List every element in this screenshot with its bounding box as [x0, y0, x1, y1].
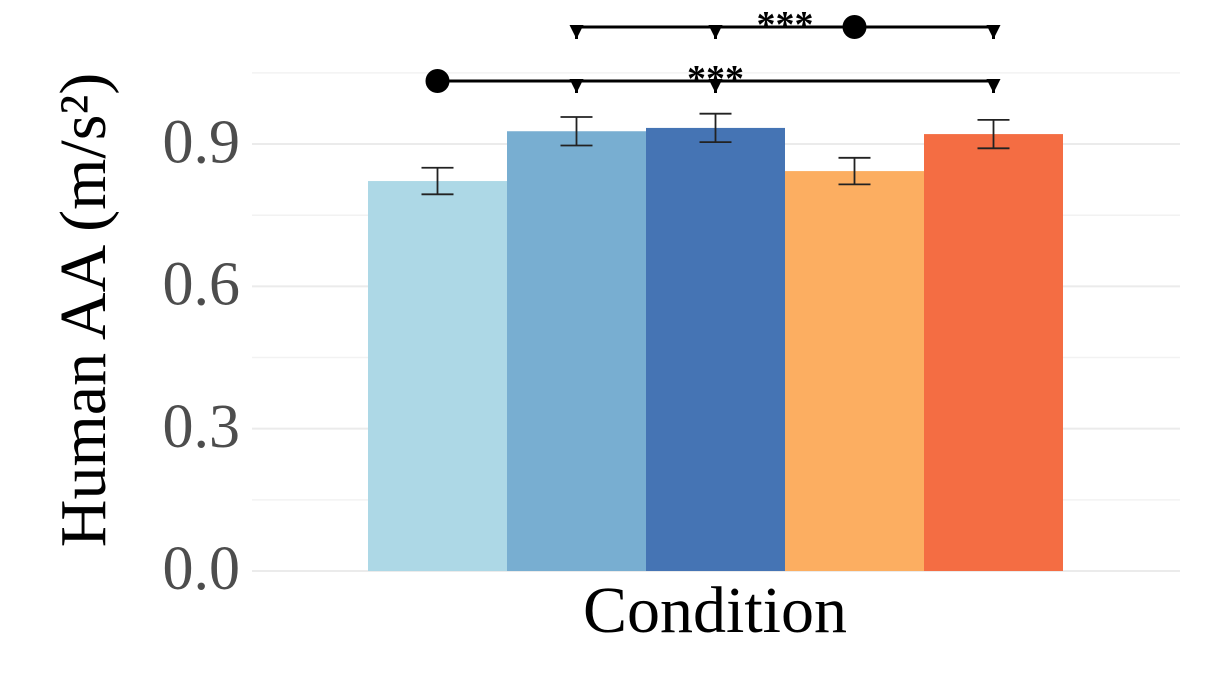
- bar: [368, 181, 507, 571]
- bar: [924, 134, 1063, 572]
- bar: [646, 127, 785, 571]
- y-tick-label: 0.9: [163, 108, 241, 176]
- y-axis-title: Human AA (m/s²): [47, 73, 120, 547]
- bar: [507, 131, 646, 571]
- bar: [785, 171, 924, 571]
- y-tick-label: 0.6: [163, 251, 241, 319]
- significance-label: ***: [757, 4, 814, 46]
- x-axis-title: Condition: [583, 574, 847, 647]
- y-tick-label: 0.0: [163, 535, 241, 603]
- bracket-origin: [842, 15, 867, 39]
- error-bar: [838, 156, 871, 186]
- error-bar: [560, 116, 593, 147]
- y-tick-label: 0.3: [163, 393, 241, 461]
- bracket-origin: [425, 69, 450, 93]
- error-bar: [699, 112, 732, 144]
- error-bar: [977, 118, 1010, 150]
- error-bar: [421, 166, 454, 196]
- significance-label: ***: [687, 58, 744, 100]
